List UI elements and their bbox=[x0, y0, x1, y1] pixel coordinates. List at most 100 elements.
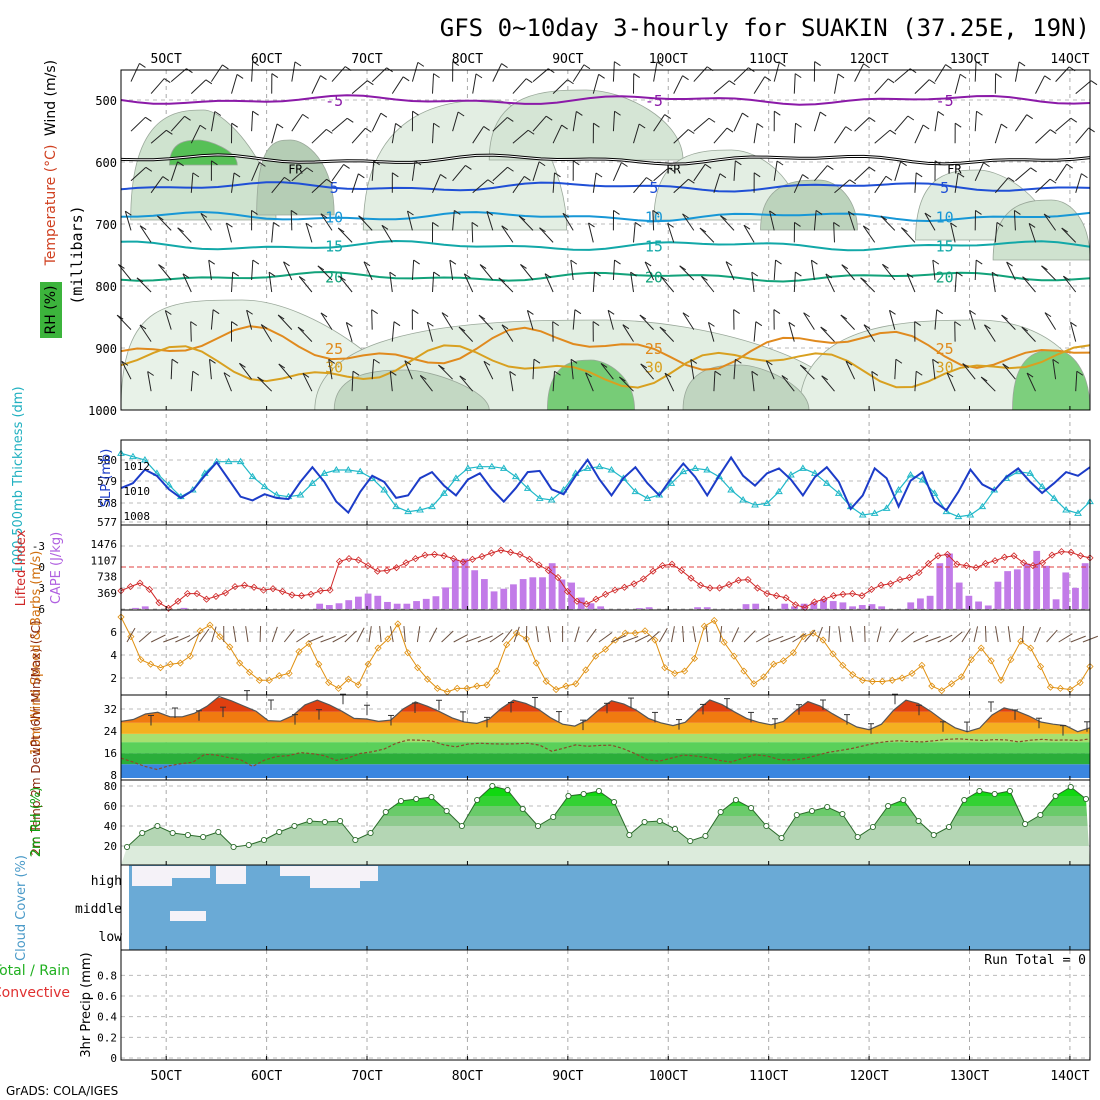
cape-bar bbox=[946, 553, 953, 609]
wind-barb bbox=[693, 66, 708, 82]
cape-bar bbox=[539, 577, 546, 609]
wind-barb bbox=[644, 261, 655, 281]
wind-barb bbox=[351, 127, 366, 144]
wind-barb-flag bbox=[192, 370, 200, 376]
wind-barb-flag bbox=[404, 360, 412, 366]
wind-speed-point bbox=[325, 679, 333, 687]
lifted-index-point bbox=[943, 550, 952, 558]
cape-bar bbox=[529, 577, 537, 609]
rh-point bbox=[154, 822, 161, 830]
wind-10m-barb bbox=[441, 630, 454, 643]
wind-barb bbox=[720, 215, 735, 231]
lifted-index-point bbox=[373, 567, 382, 575]
wind-barb bbox=[1022, 276, 1036, 293]
wind-barb-flag bbox=[814, 61, 821, 67]
wind-barb bbox=[532, 115, 547, 132]
thickness-point bbox=[715, 472, 724, 480]
wind-barb-flag bbox=[320, 213, 328, 219]
wind-10m-barb bbox=[1046, 629, 1058, 643]
wind-barb-flag bbox=[1001, 314, 1008, 320]
wind-10m-barb bbox=[671, 626, 675, 643]
wind-barb-flag bbox=[166, 129, 173, 135]
thickness-point bbox=[739, 496, 747, 503]
wind-10m-barb bbox=[780, 635, 796, 643]
wind-barb-flag bbox=[562, 212, 570, 218]
wind-barb-flag bbox=[788, 321, 796, 327]
x-tick-label-bottom: 14OCT bbox=[1050, 1069, 1089, 1084]
wind-barb bbox=[391, 123, 397, 144]
rh-tick: 80 bbox=[104, 780, 117, 793]
wind-barb bbox=[659, 326, 675, 342]
wind-barb bbox=[251, 111, 254, 132]
temperature-contour-label: 20 bbox=[645, 269, 663, 287]
wind-barb bbox=[673, 178, 689, 194]
wind-speed-point bbox=[661, 664, 669, 672]
wind-speed-point bbox=[918, 661, 926, 669]
cape-bar bbox=[442, 587, 450, 609]
wind-barb bbox=[121, 361, 132, 380]
thickness-point bbox=[894, 486, 903, 493]
wind-barb-flag bbox=[598, 73, 605, 79]
wind-speed-point bbox=[859, 676, 867, 684]
wind-barb bbox=[512, 129, 529, 144]
wind-barb bbox=[693, 164, 706, 182]
wind-barb-flag bbox=[139, 63, 146, 68]
wind-barb-flag bbox=[381, 224, 389, 230]
wind-10m-barb bbox=[598, 632, 613, 643]
wind-barb-flag bbox=[833, 222, 840, 227]
wind-barb-flag bbox=[501, 63, 508, 69]
rh-point bbox=[367, 829, 374, 837]
wind-barb bbox=[820, 326, 835, 342]
wind-barb bbox=[793, 73, 796, 94]
wind-barb bbox=[539, 227, 554, 243]
wind-10m-barb bbox=[320, 635, 336, 643]
wind-barb-flag bbox=[358, 215, 365, 221]
wind-barb-flag bbox=[380, 112, 388, 118]
thickness-point bbox=[787, 471, 795, 478]
wind-barb-flag bbox=[742, 112, 749, 118]
wind-barb bbox=[840, 314, 855, 330]
wind-tick: 2 bbox=[110, 672, 117, 685]
wind-speed-point bbox=[1056, 684, 1064, 692]
wind-barb bbox=[278, 363, 293, 380]
wind-barb-flag bbox=[781, 375, 789, 380]
x-tick-label-top: 6OCT bbox=[251, 52, 282, 67]
cape-bar bbox=[451, 559, 459, 609]
wind-barb bbox=[834, 73, 839, 94]
lifted-index-point bbox=[706, 584, 714, 592]
wind-barb bbox=[570, 359, 574, 380]
lifted-index-point bbox=[326, 586, 334, 594]
thickness-point bbox=[535, 494, 544, 501]
cape-bar bbox=[364, 593, 372, 609]
panel-frame-profile bbox=[120, 69, 1091, 411]
wind-barb-flag bbox=[975, 209, 982, 215]
wind-barb-flag bbox=[880, 215, 888, 221]
wind-barb-flag bbox=[419, 374, 427, 380]
wind-barb bbox=[472, 73, 477, 94]
wind-barb-flag bbox=[570, 259, 578, 265]
wind-barb-flag bbox=[182, 273, 190, 279]
temperature-contour bbox=[120, 181, 1091, 193]
lifted-index-point bbox=[1038, 559, 1047, 567]
cape-bar bbox=[1004, 571, 1012, 609]
wind-barb-flag bbox=[239, 362, 246, 368]
lifted-index-point bbox=[611, 586, 619, 594]
wind-barb-flag bbox=[509, 371, 517, 376]
wind-10m-barb bbox=[888, 628, 899, 643]
temp-band bbox=[121, 742, 1090, 754]
cloud-layer-label: low bbox=[99, 930, 123, 945]
wind-barb-flag bbox=[725, 261, 733, 267]
rh-point bbox=[930, 831, 937, 839]
wind-barb bbox=[1070, 322, 1077, 342]
wind-barb-flag bbox=[1076, 370, 1084, 376]
wind-barb-flag bbox=[720, 215, 727, 221]
wind-barb bbox=[673, 75, 683, 94]
lifted-index-point bbox=[763, 590, 771, 598]
cape-bar bbox=[422, 598, 430, 609]
wind-barb bbox=[788, 322, 795, 342]
wind-barb-flag bbox=[1002, 363, 1009, 369]
thickness-point bbox=[918, 476, 927, 483]
wind-barb bbox=[562, 212, 574, 231]
wind-speed-point bbox=[582, 666, 590, 674]
panel-frame-precip bbox=[120, 949, 1091, 1061]
